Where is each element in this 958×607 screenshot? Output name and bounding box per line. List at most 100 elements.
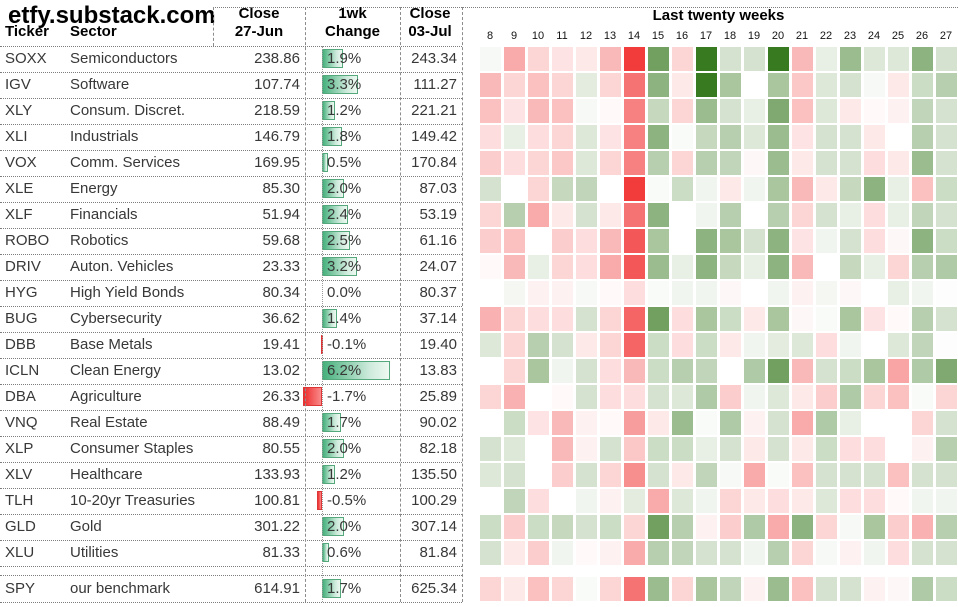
heatmap-cell bbox=[744, 541, 765, 565]
heatmap-cell bbox=[648, 359, 669, 383]
heatmap-cell bbox=[936, 203, 957, 227]
heatmap-cell bbox=[864, 203, 885, 227]
heatmap-cell bbox=[912, 463, 933, 487]
heatmap-cell bbox=[816, 177, 837, 201]
heatmap-cell bbox=[888, 359, 909, 383]
heatmap-cell bbox=[672, 47, 693, 71]
close-27jun-cell: 133.93 bbox=[254, 466, 300, 483]
heatmap-cell bbox=[792, 151, 813, 175]
column-separator-line bbox=[400, 7, 401, 602]
close-03jul-cell: 87.03 bbox=[419, 180, 457, 197]
row-separator-line bbox=[0, 514, 462, 515]
heatmap-cell bbox=[480, 515, 501, 539]
heatmap-week-label: 19 bbox=[747, 30, 761, 42]
heatmap-cell bbox=[576, 281, 597, 305]
heatmap-cell bbox=[528, 177, 549, 201]
heatmap-cell bbox=[552, 47, 573, 71]
heatmap-cell bbox=[864, 177, 885, 201]
heatmap-cell bbox=[912, 151, 933, 175]
heatmap-cell bbox=[864, 515, 885, 539]
row-separator-line bbox=[0, 72, 462, 73]
heatmap-cell bbox=[816, 541, 837, 565]
heatmap-cell bbox=[912, 489, 933, 513]
heatmap-cell bbox=[528, 411, 549, 435]
heatmap-cell bbox=[840, 411, 861, 435]
sector-cell: our benchmark bbox=[70, 580, 171, 597]
close-03jul-cell: 221.21 bbox=[411, 102, 457, 119]
heatmap-week-label: 12 bbox=[579, 30, 593, 42]
heatmap-cell bbox=[912, 73, 933, 97]
heatmap-cell bbox=[816, 437, 837, 461]
heatmap-cell bbox=[744, 203, 765, 227]
change-label: 2.4% bbox=[327, 206, 362, 223]
heatmap-cell bbox=[864, 385, 885, 409]
heatmap-cell bbox=[912, 307, 933, 331]
heatmap-cell bbox=[912, 359, 933, 383]
heatmap-cell bbox=[648, 577, 669, 601]
heatmap-week-label: 13 bbox=[603, 30, 617, 42]
heatmap-week-label: 10 bbox=[531, 30, 545, 42]
heatmap-cell bbox=[624, 307, 645, 331]
heatmap-cell bbox=[696, 47, 717, 71]
column-header-close-03jul-line1: Close bbox=[409, 5, 451, 22]
close-27jun-cell: 146.79 bbox=[254, 128, 300, 145]
table-bottom-line bbox=[0, 602, 462, 603]
column-header-ticker: Ticker bbox=[5, 23, 49, 40]
heatmap-cell bbox=[648, 255, 669, 279]
heatmap-cell bbox=[600, 541, 621, 565]
heatmap-cell bbox=[816, 411, 837, 435]
heatmap-cell bbox=[624, 359, 645, 383]
heatmap-cell bbox=[744, 125, 765, 149]
heatmap-cell bbox=[480, 203, 501, 227]
heatmap-cell bbox=[936, 177, 957, 201]
close-27jun-cell: 169.95 bbox=[254, 154, 300, 171]
heatmap-cell bbox=[504, 151, 525, 175]
heatmap-cell bbox=[912, 125, 933, 149]
heatmap-cell bbox=[696, 177, 717, 201]
heatmap-cell bbox=[792, 203, 813, 227]
heatmap-cell bbox=[744, 577, 765, 601]
heatmap-cell bbox=[936, 73, 957, 97]
heatmap-cell bbox=[672, 411, 693, 435]
heatmap-cell bbox=[696, 73, 717, 97]
sector-cell: Cybersecurity bbox=[70, 310, 162, 327]
heatmap-cell bbox=[552, 229, 573, 253]
heatmap-cell bbox=[888, 385, 909, 409]
heatmap-week-label: 15 bbox=[651, 30, 665, 42]
heatmap-cell bbox=[912, 229, 933, 253]
column-header-1wk-change-line2: Change bbox=[324, 23, 380, 40]
change-label: 2.0% bbox=[327, 180, 362, 197]
table-row: XLF Financials 51.94 2.4% 53.19 bbox=[0, 202, 958, 228]
heatmap-cell bbox=[768, 515, 789, 539]
heatmap-cell bbox=[888, 125, 909, 149]
heatmap-week-label: 18 bbox=[723, 30, 737, 42]
heatmap-cell bbox=[528, 47, 549, 71]
change-label: -0.5% bbox=[327, 492, 367, 509]
heatmap-cell bbox=[480, 307, 501, 331]
heatmap-cell bbox=[768, 203, 789, 227]
row-separator-line bbox=[0, 436, 462, 437]
heatmap-cell bbox=[888, 463, 909, 487]
close-03jul-cell: 307.14 bbox=[411, 518, 457, 535]
heatmap-cell bbox=[816, 385, 837, 409]
header-column-line bbox=[213, 7, 214, 46]
heatmap-cell bbox=[552, 385, 573, 409]
ticker-cell: XLU bbox=[5, 544, 35, 561]
table-row: HYG High Yield Bonds 80.34 0.0% 80.37 bbox=[0, 280, 958, 306]
table-row: GLD Gold 301.22 2.0% 307.14 bbox=[0, 514, 958, 540]
heatmap-cell bbox=[696, 359, 717, 383]
heatmap-cell bbox=[600, 577, 621, 601]
heatmap-cell bbox=[888, 229, 909, 253]
heatmap-cell bbox=[816, 281, 837, 305]
heatmap-cell bbox=[816, 515, 837, 539]
heatmap-cell bbox=[720, 359, 741, 383]
sector-cell: Healthcare bbox=[70, 466, 143, 483]
close-27jun-cell: 301.22 bbox=[254, 518, 300, 535]
heatmap-cell bbox=[840, 385, 861, 409]
heatmap-week-label: 23 bbox=[843, 30, 857, 42]
change-label: 1.7% bbox=[327, 414, 362, 431]
heatmap-cell bbox=[624, 385, 645, 409]
heatmap-cell bbox=[600, 203, 621, 227]
heatmap-cell bbox=[552, 73, 573, 97]
heatmap-cell bbox=[744, 177, 765, 201]
